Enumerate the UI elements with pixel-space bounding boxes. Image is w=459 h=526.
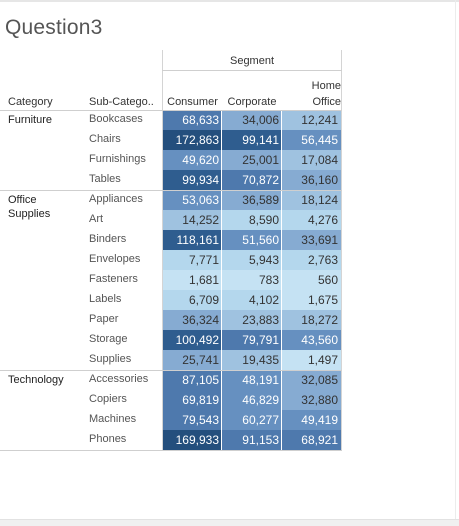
- heat-cell-home-office[interactable]: 18,272: [282, 310, 341, 330]
- heat-cell-consumer[interactable]: 25,741: [163, 350, 222, 370]
- heat-cell-consumer[interactable]: 99,934: [163, 170, 222, 190]
- heat-cell-corporate[interactable]: 79,791: [222, 330, 282, 350]
- heat-cell-consumer[interactable]: 118,161: [163, 230, 222, 250]
- category-label[interactable]: Furniture: [8, 114, 53, 126]
- header-divider-right: [341, 50, 342, 110]
- subcategory-label[interactable]: Appliances: [89, 193, 143, 205]
- category-label[interactable]: Office Supplies: [8, 194, 51, 220]
- subcategory-label[interactable]: Accessories: [89, 373, 149, 385]
- heat-cell-consumer[interactable]: 6,709: [163, 290, 222, 310]
- cell-column-separator: [281, 110, 282, 450]
- heat-cell-home-office[interactable]: 560: [282, 270, 341, 290]
- heat-cell-consumer[interactable]: 1,681: [163, 270, 222, 290]
- heat-cell-consumer[interactable]: 49,620: [163, 150, 222, 170]
- worksheet-title: Question3: [5, 16, 103, 39]
- heat-cell-consumer[interactable]: 169,933: [163, 430, 222, 450]
- segment-header-underline: [162, 70, 342, 71]
- right-edge: [455, 0, 456, 525]
- bottom-edge: [0, 519, 459, 526]
- heat-cell-home-office[interactable]: 33,691: [282, 230, 341, 250]
- heat-cell-corporate[interactable]: 70,872: [222, 170, 282, 190]
- heat-cell-consumer[interactable]: 68,633: [163, 110, 222, 130]
- heat-cell-corporate[interactable]: 91,153: [222, 430, 282, 450]
- heat-cell-home-office[interactable]: 17,084: [282, 150, 341, 170]
- heat-cell-corporate[interactable]: 783: [222, 270, 282, 290]
- subcategory-label[interactable]: Phones: [89, 433, 127, 445]
- subcategory-label[interactable]: Storage: [89, 333, 128, 345]
- heat-cell-corporate[interactable]: 48,191: [222, 370, 282, 390]
- heat-cell-corporate[interactable]: 25,001: [222, 150, 282, 170]
- subcategory-label[interactable]: Bookcases: [89, 113, 143, 125]
- heat-cell-home-office[interactable]: 18,124: [282, 190, 341, 210]
- heat-cell-home-office[interactable]: 56,445: [282, 130, 341, 150]
- heat-cell-corporate[interactable]: 19,435: [222, 350, 282, 370]
- header-divider-left: [162, 50, 163, 110]
- heat-cell-corporate[interactable]: 8,590: [222, 210, 282, 230]
- heat-cell-corporate[interactable]: 60,277: [222, 410, 282, 430]
- heat-cell-home-office[interactable]: 32,085: [282, 370, 341, 390]
- heat-cell-corporate[interactable]: 34,006: [222, 110, 282, 130]
- heat-cell-consumer[interactable]: 14,252: [163, 210, 222, 230]
- column-header-corporate[interactable]: Corporate: [227, 96, 277, 108]
- heat-cell-corporate[interactable]: 5,943: [222, 250, 282, 270]
- heat-cell-home-office[interactable]: 49,419: [282, 410, 341, 430]
- table-bottom-border: [0, 450, 342, 451]
- heat-cell-home-office[interactable]: 12,241: [282, 110, 341, 130]
- column-header-home-office[interactable]: Home Office: [311, 80, 341, 108]
- category-separator: [0, 110, 342, 111]
- heat-cell-consumer[interactable]: 7,771: [163, 250, 222, 270]
- subcategory-label[interactable]: Copiers: [89, 393, 127, 405]
- heat-cell-consumer[interactable]: 53,063: [163, 190, 222, 210]
- column-header-consumer[interactable]: Consumer: [167, 96, 218, 108]
- subcategory-label[interactable]: Paper: [89, 313, 119, 325]
- heat-cell-home-office[interactable]: 43,560: [282, 330, 341, 350]
- heat-cell-corporate[interactable]: 36,589: [222, 190, 282, 210]
- subcategory-row-header[interactable]: Sub-Catego..: [89, 96, 154, 108]
- heat-cell-consumer[interactable]: 36,324: [163, 310, 222, 330]
- subcategory-label[interactable]: Envelopes: [89, 253, 141, 265]
- heat-cell-home-office[interactable]: 4,276: [282, 210, 341, 230]
- table-right-border: [341, 110, 342, 450]
- heat-cell-home-office[interactable]: 1,497: [282, 350, 341, 370]
- heat-cell-home-office[interactable]: 32,880: [282, 390, 341, 410]
- subcategory-label[interactable]: Binders: [89, 233, 127, 245]
- subcategory-label[interactable]: Machines: [89, 413, 137, 425]
- heat-cell-home-office[interactable]: 36,160: [282, 170, 341, 190]
- subcategory-label[interactable]: Tables: [89, 173, 121, 185]
- subcategory-label[interactable]: Labels: [89, 293, 122, 305]
- heat-cell-consumer[interactable]: 69,819: [163, 390, 222, 410]
- heat-cell-home-office[interactable]: 2,763: [282, 250, 341, 270]
- subcategory-label[interactable]: Supplies: [89, 353, 132, 365]
- heat-cell-consumer[interactable]: 87,105: [163, 370, 222, 390]
- subcategory-label[interactable]: Furnishings: [89, 153, 146, 165]
- heat-cell-corporate[interactable]: 46,829: [222, 390, 282, 410]
- subcategory-label[interactable]: Chairs: [89, 133, 121, 145]
- table-left-border: [162, 110, 163, 450]
- heat-cell-corporate[interactable]: 4,102: [222, 290, 282, 310]
- heat-cell-corporate[interactable]: 99,141: [222, 130, 282, 150]
- category-separator: [0, 190, 342, 191]
- category-label[interactable]: Technology: [8, 374, 64, 386]
- top-edge: [0, 0, 459, 2]
- category-separator: [0, 370, 342, 371]
- heat-cell-corporate[interactable]: 23,883: [222, 310, 282, 330]
- category-row-header[interactable]: Category: [8, 96, 53, 108]
- heat-cell-consumer[interactable]: 100,492: [163, 330, 222, 350]
- heat-cell-consumer[interactable]: 172,863: [163, 130, 222, 150]
- heat-cell-home-office[interactable]: 68,921: [282, 430, 341, 450]
- heat-cell-home-office[interactable]: 1,675: [282, 290, 341, 310]
- heat-cell-consumer[interactable]: 79,543: [163, 410, 222, 430]
- subcategory-label[interactable]: Fasteners: [89, 273, 138, 285]
- heat-cell-corporate[interactable]: 51,560: [222, 230, 282, 250]
- segment-group-header[interactable]: Segment: [229, 55, 275, 67]
- subcategory-label[interactable]: Art: [89, 213, 104, 225]
- cell-column-separator: [221, 110, 222, 450]
